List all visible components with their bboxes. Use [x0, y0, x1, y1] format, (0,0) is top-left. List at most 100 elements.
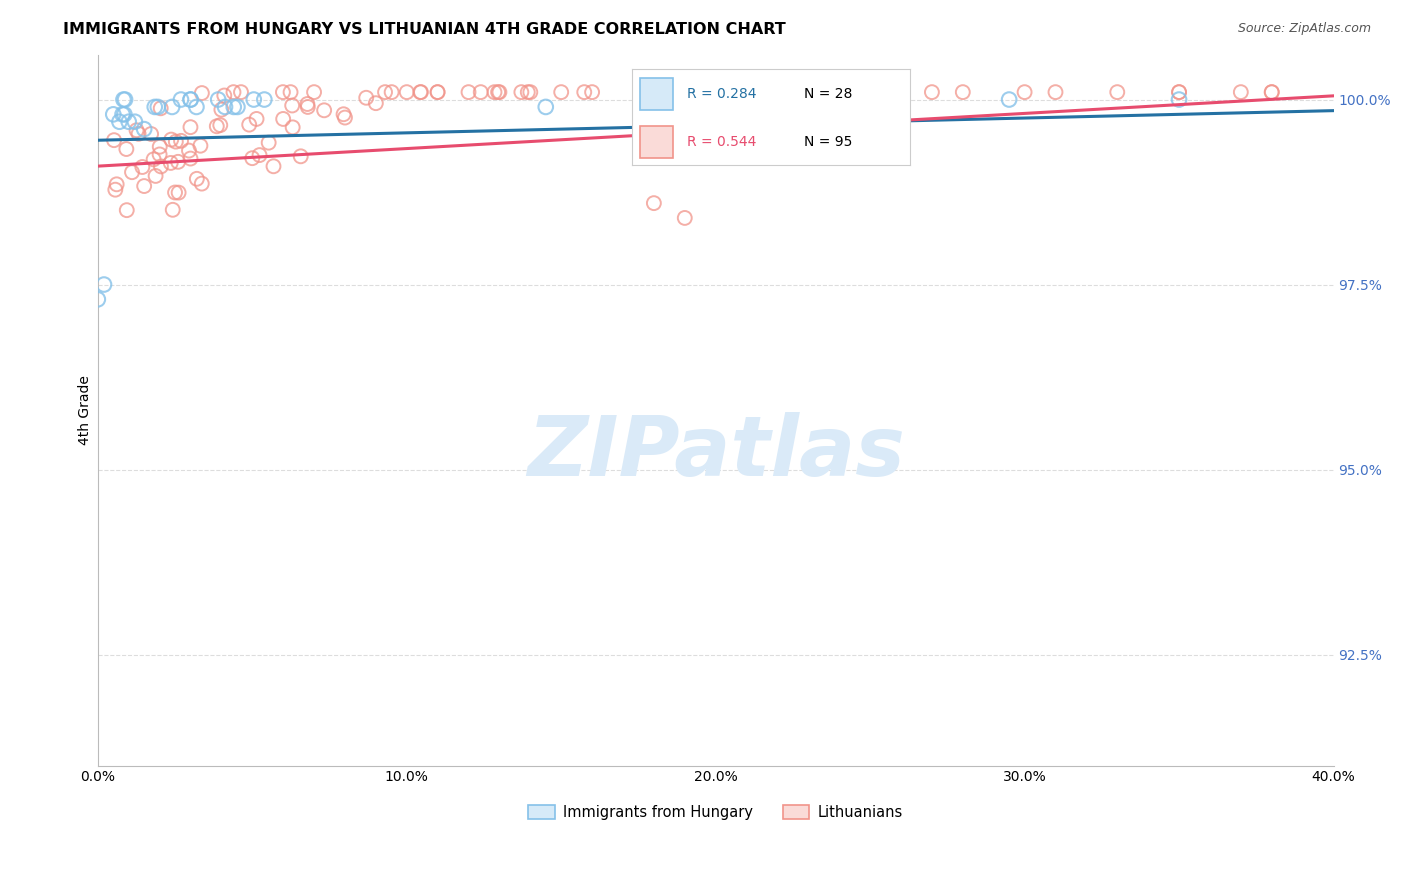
Point [643, 196, 665, 211]
Point [112, 93, 135, 107]
Point [952, 85, 974, 99]
Point [735, 93, 758, 107]
Point [149, 101, 172, 115]
Point [1168, 85, 1191, 99]
Text: ZIPatlas: ZIPatlas [527, 412, 904, 493]
Point [209, 118, 232, 132]
Point [516, 85, 538, 99]
Point [673, 211, 696, 225]
Point [519, 85, 541, 99]
Point [797, 85, 820, 99]
Point [735, 85, 758, 99]
Point [165, 186, 187, 200]
Point [354, 91, 377, 105]
Point [486, 85, 509, 99]
Point [115, 142, 138, 156]
Point [1045, 85, 1067, 99]
Text: Source: ZipAtlas.com: Source: ZipAtlas.com [1237, 22, 1371, 36]
Point [426, 85, 449, 99]
Point [457, 85, 479, 99]
Point [179, 120, 201, 135]
Point [105, 178, 128, 192]
Point [581, 85, 603, 99]
Point [240, 151, 263, 165]
Point [177, 144, 200, 158]
Point [374, 85, 396, 99]
Point [859, 85, 882, 99]
Point [191, 86, 214, 100]
Point [510, 85, 533, 99]
Point [145, 169, 167, 183]
Y-axis label: 4th Grade: 4th Grade [79, 376, 93, 445]
Point [128, 127, 150, 141]
Point [280, 85, 302, 99]
Point [998, 93, 1021, 107]
Point [118, 114, 141, 128]
Point [162, 202, 184, 217]
Point [214, 88, 236, 103]
Point [1168, 93, 1191, 107]
Point [222, 85, 245, 99]
Point [167, 154, 190, 169]
Point [281, 98, 304, 112]
Point [1230, 85, 1253, 99]
Point [1107, 85, 1129, 99]
Point [1168, 85, 1191, 99]
Point [297, 100, 319, 114]
Point [332, 107, 354, 121]
Point [114, 93, 136, 107]
Point [125, 123, 148, 137]
Point [170, 93, 193, 107]
Point [921, 85, 943, 99]
Point [229, 85, 252, 99]
Point [191, 177, 214, 191]
Point [574, 85, 596, 99]
Point [143, 100, 166, 114]
Point [333, 111, 356, 125]
Point [245, 112, 267, 126]
Point [395, 85, 418, 99]
Point [104, 183, 127, 197]
Point [381, 85, 404, 99]
Point [226, 100, 249, 114]
Point [87, 293, 110, 307]
Point [426, 85, 449, 99]
Point [115, 203, 138, 218]
Point [167, 186, 190, 200]
Point [134, 179, 156, 194]
Point [409, 85, 432, 99]
Point [149, 140, 172, 154]
Point [139, 127, 162, 141]
Point [238, 118, 260, 132]
Point [1014, 85, 1036, 99]
Point [124, 114, 146, 128]
Point [214, 100, 236, 114]
Point [1261, 85, 1284, 99]
Point [271, 112, 294, 126]
Point [488, 85, 510, 99]
Point [297, 97, 319, 112]
Text: IMMIGRANTS FROM HUNGARY VS LITHUANIAN 4TH GRADE CORRELATION CHART: IMMIGRANTS FROM HUNGARY VS LITHUANIAN 4T… [63, 22, 786, 37]
Point [103, 107, 125, 121]
Point [149, 147, 172, 161]
Point [859, 85, 882, 99]
Point [186, 171, 208, 186]
Point [93, 277, 115, 292]
Point [364, 96, 387, 111]
Point [766, 85, 789, 99]
Point [242, 93, 264, 107]
Point [409, 85, 432, 99]
Point [186, 100, 208, 114]
Point [253, 93, 276, 107]
Point [160, 132, 183, 146]
Point [207, 93, 229, 107]
Point [146, 100, 169, 114]
Point [205, 120, 228, 134]
Point [121, 165, 143, 179]
Point [484, 85, 506, 99]
Point [550, 85, 572, 99]
Point [112, 107, 135, 121]
Point [828, 85, 851, 99]
Point [165, 135, 187, 149]
Legend: Immigrants from Hungary, Lithuanians: Immigrants from Hungary, Lithuanians [523, 799, 908, 826]
